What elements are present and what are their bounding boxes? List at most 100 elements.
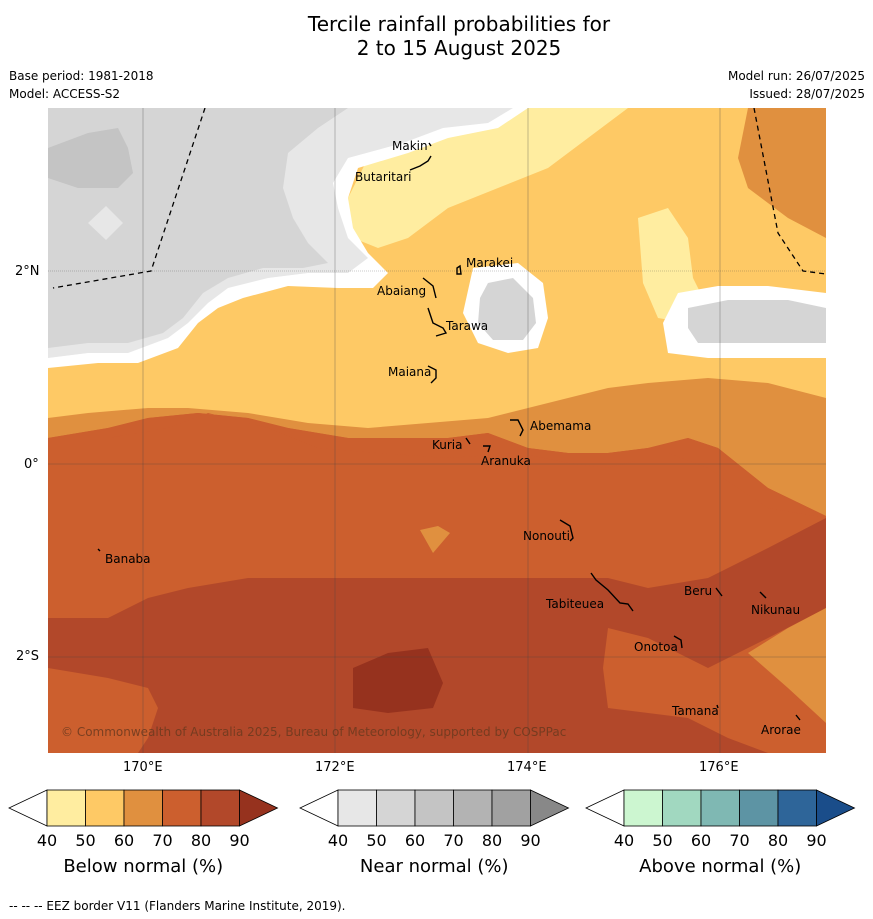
island-label-kuria: Kuria bbox=[432, 438, 463, 452]
region-below-60-se bbox=[748, 608, 826, 723]
colorbar-segment bbox=[85, 789, 125, 827]
colorbar-tick-label: 60 bbox=[405, 831, 425, 850]
island-outlines bbox=[97, 142, 801, 721]
colorbar-tick-label: 80 bbox=[768, 831, 788, 850]
colorbar-extend-low bbox=[299, 789, 339, 827]
colorbar-title: Below normal (%) bbox=[63, 856, 223, 877]
colorbar-segment bbox=[700, 789, 740, 827]
island-label-tamana: Tamana bbox=[671, 704, 719, 718]
colorbar-tick-label: 90 bbox=[806, 831, 826, 850]
island-shape-marakei bbox=[456, 264, 462, 275]
issued-text: Issued: 28/07/2025 bbox=[749, 87, 865, 101]
graticule bbox=[48, 108, 826, 753]
colorbar-title: Near normal (%) bbox=[360, 856, 509, 877]
island-shape-abemama bbox=[510, 419, 524, 437]
lon-label-176e: 176°E bbox=[699, 760, 739, 775]
region-below-70-sw bbox=[48, 668, 158, 753]
colorbar-tick-label: 50 bbox=[75, 831, 95, 850]
lat-label-2n: 2°N bbox=[15, 264, 40, 279]
colorbar-tick-label: 80 bbox=[482, 831, 502, 850]
eez-footnote: -- -- -- EEZ border V11 (Flanders Marine… bbox=[9, 899, 346, 913]
colorbar-segment bbox=[491, 789, 531, 827]
base-period-text: Base period: 1981-2018 bbox=[9, 69, 154, 83]
model-run-text: Model run: 26/07/2025 bbox=[727, 69, 865, 83]
island-shape-tamana bbox=[716, 704, 719, 709]
island-label-abaiang: Abaiang bbox=[377, 284, 426, 298]
island-shape-tabiteuea bbox=[590, 572, 634, 612]
colorbar-tick-label: 60 bbox=[114, 831, 134, 850]
colorbar-tick-label: 90 bbox=[229, 831, 249, 850]
lon-label-174e: 174°E bbox=[507, 760, 547, 775]
title-line-2: 2 to 15 August 2025 bbox=[356, 36, 562, 60]
colorbars: 40 50 60 70 80 90 Below normal (%) 40 50 60 70 80 9… bbox=[8, 789, 856, 877]
colorbar-near-normal: 40 50 60 70 80 90 Near normal (%) bbox=[299, 789, 570, 877]
region-near-70 bbox=[48, 128, 133, 188]
island-label-aranuka: Aranuka bbox=[481, 454, 531, 468]
island-label-abemama: Abemama bbox=[530, 419, 591, 433]
colorbar-extend-low bbox=[8, 789, 48, 827]
island-label-nikunau: Nikunau bbox=[751, 603, 800, 617]
colorbar-above-normal: 40 50 60 70 80 90 Above normal (%) bbox=[585, 789, 856, 877]
island-label-banaba: Banaba bbox=[105, 552, 151, 566]
lon-label-170e: 170°E bbox=[123, 760, 163, 775]
island-label-beru: Beru bbox=[684, 584, 712, 598]
copyright-text: © Commonwealth of Australia 2025, Bureau… bbox=[61, 725, 566, 739]
region-near-east bbox=[688, 300, 826, 343]
island-label-makin: Makin bbox=[392, 139, 428, 153]
region-below-90-spot bbox=[353, 648, 443, 713]
lon-label-172e: 172°E bbox=[315, 760, 355, 775]
colorbar-extend-high bbox=[239, 789, 279, 827]
colorbar-tick-label: 90 bbox=[520, 831, 540, 850]
colorbar-tick-label: 70 bbox=[443, 831, 463, 850]
colorbar-tick-label: 50 bbox=[652, 831, 672, 850]
colorbar-segment bbox=[623, 789, 663, 827]
region-near-mid bbox=[478, 278, 536, 340]
colorbar-below-normal: 40 50 60 70 80 90 Below normal (%) bbox=[8, 789, 279, 877]
colorbar-segment bbox=[200, 789, 240, 827]
island-shape-maiana bbox=[427, 365, 437, 384]
colorbar-segment bbox=[376, 789, 416, 827]
colorbar-segment bbox=[777, 789, 817, 827]
colorbar-extend-low bbox=[585, 789, 625, 827]
forecast-map: Makin Butaritari Marakei Abaiang Tarawa … bbox=[48, 108, 826, 753]
colorbar-title: Above normal (%) bbox=[639, 856, 801, 877]
island-shape-abaiang bbox=[422, 277, 437, 299]
colorbar-tick-label: 80 bbox=[191, 831, 211, 850]
island-shape-makin bbox=[428, 142, 432, 147]
island-label-nonouti: Nonouti bbox=[523, 529, 570, 543]
region-below-60-ne bbox=[738, 108, 826, 238]
colorbar-tick-label: 70 bbox=[729, 831, 749, 850]
island-label-butaritari: Butaritari bbox=[355, 170, 412, 184]
island-label-arorae: Arorae bbox=[761, 723, 801, 737]
colorbar-segment bbox=[46, 789, 86, 827]
eez-border bbox=[52, 108, 826, 289]
colorbar-segment bbox=[739, 789, 779, 827]
colorbar-segment bbox=[453, 789, 493, 827]
colorbar-segment bbox=[414, 789, 454, 827]
colorbar-tick-label: 40 bbox=[614, 831, 634, 850]
island-shape-aranuka bbox=[483, 445, 491, 453]
colorbar-tick-label: 60 bbox=[691, 831, 711, 850]
island-shape-tarawa bbox=[427, 307, 448, 337]
colorbar-segment bbox=[337, 789, 377, 827]
lat-label-2s: 2°S bbox=[16, 649, 40, 664]
colorbar-extend-high bbox=[530, 789, 570, 827]
colorbar-extend-high bbox=[816, 789, 856, 827]
colorbar-tick-label: 40 bbox=[328, 831, 348, 850]
island-shape-nonouti bbox=[559, 519, 574, 542]
island-shape-butaritari bbox=[409, 155, 432, 171]
colorbar-segment bbox=[123, 789, 163, 827]
region-near-50-spot bbox=[88, 206, 123, 240]
island-shape-beru bbox=[715, 587, 723, 597]
chart-title: Tercile rainfall probabilities for 2 to … bbox=[0, 12, 873, 60]
island-shape-onotoa bbox=[673, 635, 683, 649]
colorbar-segment bbox=[162, 789, 202, 827]
island-label-maiana: Maiana bbox=[388, 365, 431, 379]
title-line-1: Tercile rainfall probabilities for bbox=[307, 12, 611, 36]
island-label-tabiteuea: Tabiteuea bbox=[545, 597, 604, 611]
colorbar-tick-label: 70 bbox=[152, 831, 172, 850]
island-shape-arorae bbox=[795, 714, 801, 721]
colorbar-tick-label: 40 bbox=[37, 831, 57, 850]
island-label-marakei: Marakei bbox=[466, 256, 513, 270]
island-label-tarawa: Tarawa bbox=[445, 319, 488, 333]
